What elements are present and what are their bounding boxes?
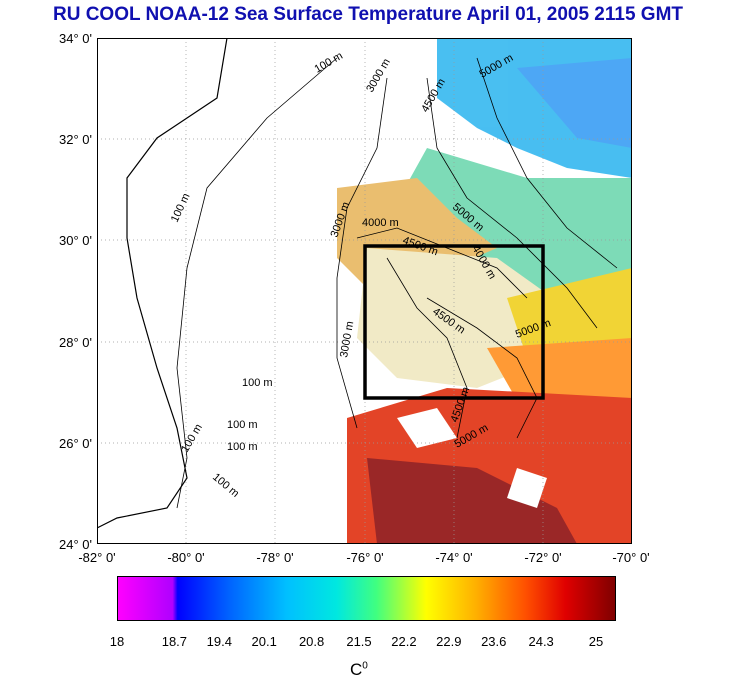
map-title: RU COOL NOAA-12 Sea Surface Temperature … [52,4,684,25]
colorbar-tick: 24.3 [528,634,554,649]
contour-label: 4000 m [362,217,399,229]
colorbar-tick: 18.7 [161,634,188,649]
colorbar-ticks: 18 18.7 19.4 20.1 20.8 21.5 22.2 22.9 23… [110,634,616,650]
colorbar-tick: 22.9 [436,634,462,649]
study-box [363,244,545,400]
lon-label: -82° 0' [78,550,116,565]
lat-label: 26° 0' [59,436,92,451]
coastline [97,38,228,529]
colorbar-unit: C0 [350,660,368,679]
sst-map: 100 m 3000 m 4500 m 5000 m 100 m 4000 m … [97,38,632,544]
colorbar-tick: 20.1 [251,634,277,649]
lat-label: 32° 0' [59,132,92,147]
colorbar-tick: 25 [588,634,604,649]
colorbar-tick: 20.8 [298,634,325,649]
lat-label: 30° 0' [59,233,92,248]
contour-label: 100 m [242,377,273,389]
sst-field [337,38,632,544]
lon-label: -80° 0' [167,550,205,565]
lon-label: -72° 0' [524,550,562,565]
lon-label: -70° 0' [612,550,650,565]
lat-label: 28° 0' [59,335,92,350]
lat-label: 24° 0' [59,537,92,552]
lon-label: -76° 0' [346,550,384,565]
lon-label: -74° 0' [435,550,473,565]
bathymetry-contours [176,57,618,509]
map-frame [97,38,632,544]
lon-label: -78° 0' [256,550,294,565]
colorbar [117,576,616,621]
colorbar-tick: 22.2 [391,634,417,649]
contour-label: 100 m [227,419,258,431]
colorbar-tick: 21.5 [346,634,372,649]
lat-label: 34° 0' [59,31,92,46]
contour-label: 100 m [227,441,258,453]
colorbar-tick: 18 [109,634,125,649]
colorbar-tick: 23.6 [481,634,507,649]
colorbar-tick: 19.4 [206,634,232,649]
